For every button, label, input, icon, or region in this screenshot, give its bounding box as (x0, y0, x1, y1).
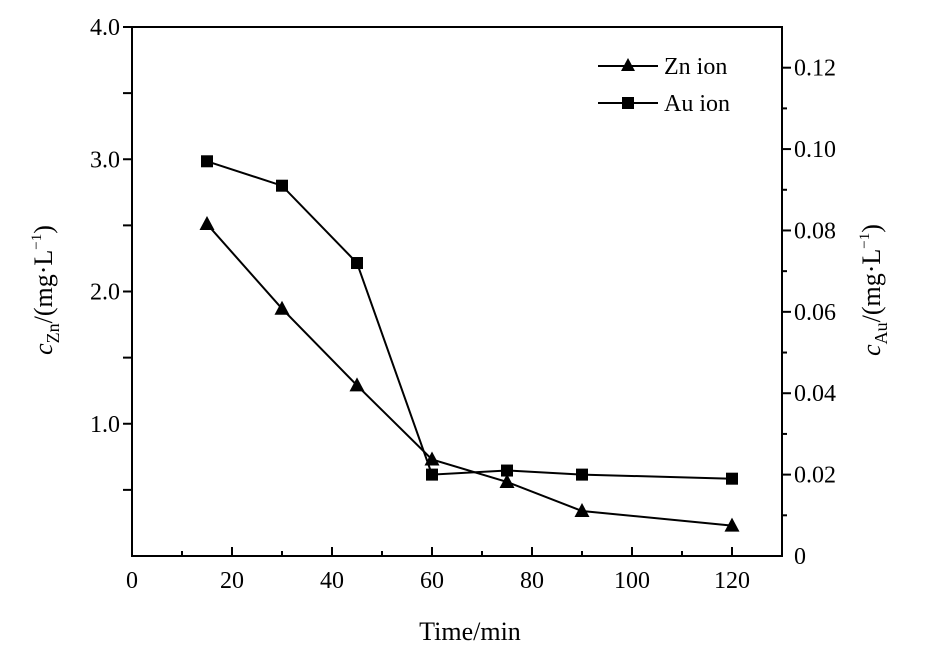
right-axis-title-unit: /(mg·L (857, 249, 886, 323)
legend: Zn ion Au ion (598, 54, 730, 117)
left-y-tick-label: 2.0 (90, 280, 120, 306)
data-point-zn (349, 377, 365, 392)
right-axis-title-symbol: c (857, 344, 886, 356)
x-tick-label: 80 (520, 568, 544, 594)
tick-labels: 0 20 40 60 80 100 120 1.0 2.0 3.0 4.0 0 0.02 0.04 0.06… (90, 15, 836, 594)
axis-ticks (123, 26, 791, 556)
data-point-zn (574, 503, 590, 518)
x-tick-label: 40 (320, 568, 344, 594)
right-axis-title-superscript: −1 (857, 233, 873, 249)
x-tick-label: 20 (220, 568, 244, 594)
right-y-tick-label: 0.06 (794, 300, 836, 326)
legend-label-zn: Zn ion (664, 54, 727, 80)
right-y-tick-label: 0.10 (794, 137, 836, 163)
left-axis-title-unit: /(mg·L (29, 250, 58, 324)
legend-item-zn: Zn ion (598, 54, 727, 80)
legend-marker-square (622, 97, 634, 109)
right-y-tick-label: 0 (794, 544, 806, 570)
right-axis-title-close: ) (857, 224, 886, 233)
left-axis-title-subscript: Zn (43, 323, 63, 343)
data-point-au (501, 464, 513, 477)
right-axis-title: cAu/(mg·L−1) (857, 224, 891, 356)
data-point-au (201, 155, 213, 168)
x-axis-title: Time/min (419, 617, 521, 646)
x-tick-label: 60 (420, 568, 444, 594)
left-axis-title-close: ) (29, 225, 58, 234)
legend-marker-triangle (621, 58, 635, 71)
data-point-au (426, 468, 438, 481)
data-point-au (576, 468, 588, 481)
data-point-zn (274, 300, 290, 315)
data-point-au (726, 472, 738, 485)
right-y-tick-label: 0.08 (794, 218, 836, 244)
data-point-au (276, 179, 288, 192)
right-y-tick-label: 0.12 (794, 56, 836, 82)
series-line-au (206, 160, 733, 480)
right-y-tick-label: 0.02 (794, 463, 836, 489)
series-layer (199, 155, 740, 532)
left-y-tick-label: 4.0 (90, 15, 120, 41)
right-y-tick-label: 0.04 (794, 381, 836, 407)
left-axis-title-symbol: c (29, 343, 58, 355)
right-axis-title-subscript: Au (871, 322, 891, 344)
legend-item-au: Au ion (598, 91, 730, 117)
legend-label-au: Au ion (664, 91, 730, 117)
x-tick-label: 120 (714, 568, 750, 594)
x-tick-label: 100 (614, 568, 650, 594)
data-point-au (351, 257, 363, 270)
left-axis-title: cZn/(mg·L−1) (29, 225, 63, 355)
left-axis-title-superscript: −1 (29, 234, 45, 250)
left-y-tick-label: 1.0 (90, 412, 120, 438)
data-point-zn (499, 473, 515, 488)
left-y-tick-label: 3.0 (90, 147, 120, 173)
data-point-zn (724, 517, 740, 532)
series-line-zn (206, 223, 733, 527)
x-tick-label: 0 (126, 568, 138, 594)
data-point-zn (199, 216, 215, 231)
